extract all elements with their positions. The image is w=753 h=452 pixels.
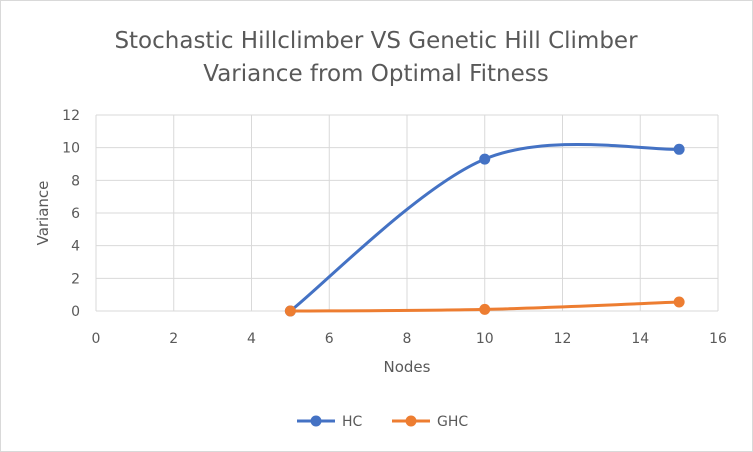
data-point-hc xyxy=(479,153,491,165)
x-tick-label: 8 xyxy=(403,331,412,347)
data-point-ghc xyxy=(673,296,685,308)
legend-label: HC xyxy=(342,414,363,430)
series-ghc xyxy=(284,296,685,317)
y-tick-label: 10 xyxy=(62,141,80,157)
data-point-hc xyxy=(673,143,685,155)
chart-title-line-2: Variance from Optimal Fitness xyxy=(203,61,548,87)
y-axis-title: Variance xyxy=(34,181,52,246)
data-point-ghc xyxy=(284,305,296,317)
legend-label: GHC xyxy=(437,414,468,430)
y-tick-label: 4 xyxy=(71,239,80,255)
series-layer xyxy=(284,142,685,317)
legend-item-hc: HC xyxy=(297,414,363,430)
x-tick-label: 4 xyxy=(247,331,256,347)
chart-title: Stochastic Hillclimber VS Genetic Hill C… xyxy=(114,28,638,87)
y-tick-label: 2 xyxy=(71,271,80,287)
y-tick-label: 12 xyxy=(62,108,80,124)
legend-swatch-marker xyxy=(405,415,417,427)
data-point-ghc xyxy=(479,303,491,315)
x-tick-label: 6 xyxy=(325,331,334,347)
y-tick-label: 0 xyxy=(71,304,80,320)
y-axis-ticks: 0 2 4 6 8 10 12 xyxy=(62,108,80,320)
y-tick-label: 6 xyxy=(71,206,80,222)
legend-swatch-marker xyxy=(310,415,322,427)
legend: HC GHC xyxy=(297,414,468,430)
x-tick-label: 16 xyxy=(709,331,727,347)
x-axis-ticks: 0 2 4 6 8 10 12 14 16 xyxy=(92,331,727,347)
legend-item-ghc: GHC xyxy=(392,414,468,430)
x-axis-title: Nodes xyxy=(384,358,431,376)
gridlines xyxy=(95,114,719,312)
x-tick-label: 0 xyxy=(92,331,101,347)
y-tick-label: 8 xyxy=(71,173,80,189)
x-tick-label: 14 xyxy=(631,331,649,347)
x-tick-label: 10 xyxy=(476,331,494,347)
chart-title-line-1: Stochastic Hillclimber VS Genetic Hill C… xyxy=(114,28,638,54)
x-tick-label: 2 xyxy=(169,331,178,347)
x-tick-label: 12 xyxy=(554,331,572,347)
